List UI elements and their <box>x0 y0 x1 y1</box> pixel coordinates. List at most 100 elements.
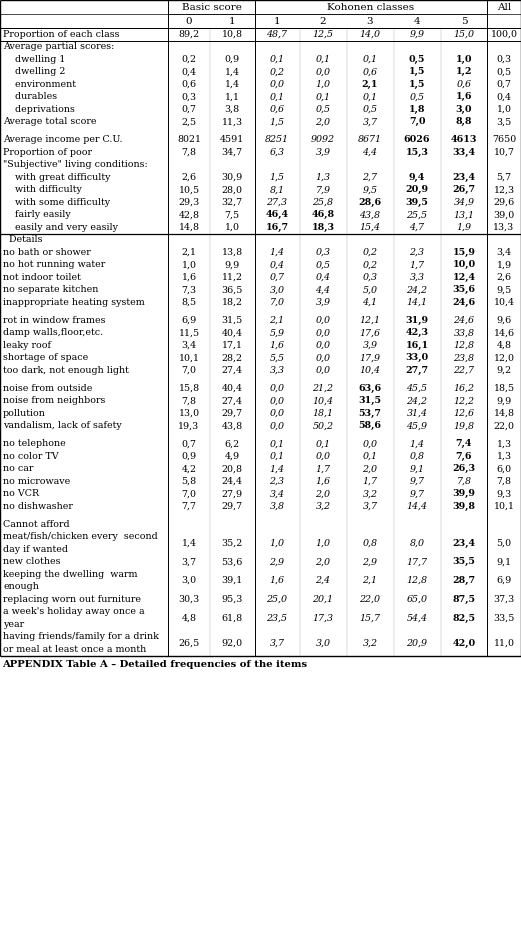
Text: no VCR: no VCR <box>3 489 39 498</box>
Text: 0,3: 0,3 <box>316 248 330 256</box>
Text: 0,3: 0,3 <box>181 92 196 101</box>
Text: 21,2: 21,2 <box>313 384 333 392</box>
Text: 1: 1 <box>274 16 280 25</box>
Text: 3,0: 3,0 <box>456 105 472 114</box>
Text: 6,9: 6,9 <box>181 316 196 324</box>
Text: 0,4: 0,4 <box>497 92 512 101</box>
Text: 14,6: 14,6 <box>493 328 515 338</box>
Text: 26,5: 26,5 <box>178 638 200 648</box>
Text: 29,6: 29,6 <box>493 198 515 207</box>
Text: 22,7: 22,7 <box>453 366 475 374</box>
Text: 10,4: 10,4 <box>313 396 333 405</box>
Text: 0,9: 0,9 <box>181 452 196 461</box>
Text: 23,4: 23,4 <box>452 173 476 182</box>
Text: 10,7: 10,7 <box>493 148 515 157</box>
Text: 0,7: 0,7 <box>181 439 196 448</box>
Text: 10,1: 10,1 <box>493 502 515 511</box>
Text: 2,4: 2,4 <box>316 576 330 585</box>
Text: 43,8: 43,8 <box>359 210 380 220</box>
Text: 23,5: 23,5 <box>267 614 288 622</box>
Text: 3,0: 3,0 <box>181 576 196 585</box>
Text: 3,4: 3,4 <box>269 489 284 498</box>
Text: 2,0: 2,0 <box>316 117 330 126</box>
Text: 8671: 8671 <box>358 135 382 144</box>
Text: with some difficulty: with some difficulty <box>3 198 110 207</box>
Text: 42,0: 42,0 <box>452 638 476 648</box>
Text: durables: durables <box>3 92 57 101</box>
Text: 11,0: 11,0 <box>493 638 515 648</box>
Text: 17,6: 17,6 <box>359 328 380 338</box>
Text: 0,7: 0,7 <box>497 80 512 89</box>
Text: 9,7: 9,7 <box>410 489 425 498</box>
Text: 20,1: 20,1 <box>313 595 333 604</box>
Text: 1,0: 1,0 <box>181 260 196 270</box>
Text: 0,0: 0,0 <box>316 316 330 324</box>
Text: 0,0: 0,0 <box>269 408 284 418</box>
Text: 1,0: 1,0 <box>316 538 330 548</box>
Text: 0,1: 0,1 <box>316 92 330 101</box>
Text: 53,6: 53,6 <box>221 557 243 566</box>
Text: 6,3: 6,3 <box>269 148 284 157</box>
Text: 1,7: 1,7 <box>316 464 330 473</box>
Text: 13,8: 13,8 <box>221 248 243 256</box>
Text: 14,1: 14,1 <box>406 298 428 306</box>
Text: 27,7: 27,7 <box>405 366 429 374</box>
Text: 2,0: 2,0 <box>363 464 378 473</box>
Text: 4591: 4591 <box>220 135 244 144</box>
Text: 1,3: 1,3 <box>497 452 512 461</box>
Text: 4,8: 4,8 <box>181 614 196 622</box>
Text: 13,0: 13,0 <box>178 408 200 418</box>
Text: no bath or shower: no bath or shower <box>3 248 91 256</box>
Text: 5,0: 5,0 <box>497 538 512 548</box>
Text: 7,8: 7,8 <box>181 148 196 157</box>
Text: 23,4: 23,4 <box>452 538 476 548</box>
Text: 1,0: 1,0 <box>497 105 512 114</box>
Text: 2,9: 2,9 <box>269 557 284 566</box>
Text: 11,3: 11,3 <box>221 117 243 126</box>
Text: 7,4: 7,4 <box>456 439 472 448</box>
Text: Average partial scores:: Average partial scores: <box>3 42 115 51</box>
Text: 5,9: 5,9 <box>269 328 284 338</box>
Text: 20,9: 20,9 <box>405 185 428 194</box>
Text: 0,5: 0,5 <box>497 67 512 76</box>
Text: 13,1: 13,1 <box>453 210 475 220</box>
Text: 2,0: 2,0 <box>316 489 330 498</box>
Text: 5,8: 5,8 <box>181 477 196 486</box>
Text: pollution: pollution <box>3 408 46 418</box>
Text: with great difficulty: with great difficulty <box>3 173 110 182</box>
Text: 31,5: 31,5 <box>221 316 243 324</box>
Text: 1,7: 1,7 <box>363 477 378 486</box>
Text: or meal at least once a month: or meal at least once a month <box>3 645 146 653</box>
Text: 1,3: 1,3 <box>316 173 330 182</box>
Text: 1,7: 1,7 <box>410 260 425 270</box>
Text: 4,1: 4,1 <box>363 298 378 306</box>
Text: 11,2: 11,2 <box>221 273 242 282</box>
Text: 54,4: 54,4 <box>406 614 428 622</box>
Text: 8,1: 8,1 <box>269 185 284 194</box>
Text: 1,1: 1,1 <box>225 92 240 101</box>
Text: 2,5: 2,5 <box>181 117 196 126</box>
Text: 25,5: 25,5 <box>406 210 428 220</box>
Text: 3,7: 3,7 <box>363 117 378 126</box>
Text: 25,8: 25,8 <box>313 198 333 207</box>
Text: 1,0: 1,0 <box>269 538 284 548</box>
Text: 3,4: 3,4 <box>181 340 196 350</box>
Text: 35,5: 35,5 <box>453 557 476 566</box>
Text: 0,0: 0,0 <box>316 366 330 374</box>
Text: 7,7: 7,7 <box>181 502 196 511</box>
Text: easily and very easily: easily and very easily <box>3 223 118 232</box>
Text: 33,5: 33,5 <box>493 614 515 622</box>
Text: 95,3: 95,3 <box>221 595 243 604</box>
Text: 32,7: 32,7 <box>221 198 243 207</box>
Text: 18,3: 18,3 <box>312 223 334 232</box>
Text: 24,4: 24,4 <box>221 477 242 486</box>
Text: 7,6: 7,6 <box>456 452 472 461</box>
Text: 18,2: 18,2 <box>221 298 242 306</box>
Text: 1,4: 1,4 <box>225 80 240 89</box>
Text: with difficulty: with difficulty <box>3 185 82 194</box>
Text: 0,0: 0,0 <box>363 439 378 448</box>
Text: 0: 0 <box>185 16 192 25</box>
Text: Basic score: Basic score <box>181 3 241 11</box>
Text: 7,0: 7,0 <box>181 366 196 374</box>
Text: 0,0: 0,0 <box>269 384 284 392</box>
